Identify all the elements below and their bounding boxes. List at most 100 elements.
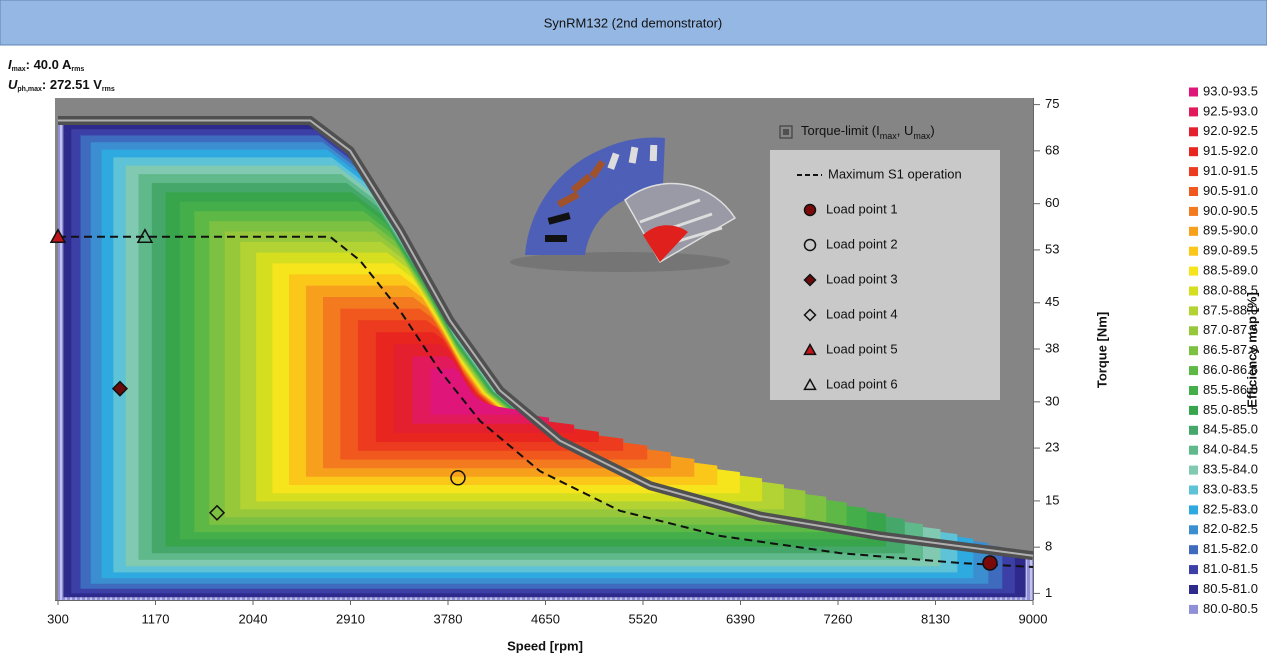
y-tick-label: 60 xyxy=(1045,195,1059,210)
x-axis-label: Speed [rpm] xyxy=(507,638,583,653)
x-tick-label: 7260 xyxy=(824,611,853,626)
colorbar-label: 88.0-88.5 xyxy=(1203,282,1258,297)
colorbar-label: 83.0-83.5 xyxy=(1203,481,1258,496)
colorbar-label: 91.0-91.5 xyxy=(1203,163,1258,178)
text-part: ph,max xyxy=(17,86,42,93)
colorbar-swatch xyxy=(1189,525,1198,535)
colorbar-swatch xyxy=(1189,366,1198,376)
legend-swatch xyxy=(803,342,817,356)
legend-swatch xyxy=(803,377,817,391)
y-tick-label: 23 xyxy=(1045,440,1059,455)
colorbar-swatch xyxy=(1189,286,1198,296)
colorbar-label: 82.5-83.0 xyxy=(1203,501,1258,516)
motor-illustration xyxy=(510,137,737,272)
y-tick-label: 8 xyxy=(1045,539,1052,554)
text-part: max xyxy=(880,131,898,141)
text-part: I xyxy=(8,57,12,72)
colorbar-label: 84.5-85.0 xyxy=(1203,422,1258,437)
colorbar-label: 85.0-85.5 xyxy=(1203,402,1258,417)
colorbar-swatch xyxy=(1189,147,1198,157)
colorbar-label: 89.0-89.5 xyxy=(1203,243,1258,258)
colorbar-label: Efficiency map [%] xyxy=(1244,292,1259,408)
legend-label: Load point 6 xyxy=(826,376,898,391)
colorbar-swatch xyxy=(1189,485,1198,495)
y-tick-label: 53 xyxy=(1045,241,1059,256)
colorbar-swatch xyxy=(1189,565,1198,575)
text-part: : 40.0 A xyxy=(26,57,72,72)
x-tick-label: 4650 xyxy=(531,611,560,626)
x-tick-label: 3780 xyxy=(434,611,463,626)
colorbar-label: 93.0-93.5 xyxy=(1203,83,1258,98)
colorbar-swatch xyxy=(1189,107,1198,117)
colorbar-label: 87.0-87.5 xyxy=(1203,322,1258,337)
x-tick-label: 1170 xyxy=(142,611,170,626)
text-part: : 272.51 V xyxy=(42,77,102,92)
text-part: max xyxy=(12,66,26,73)
colorbar-label: 81.0-81.5 xyxy=(1203,561,1258,576)
legend-swatch xyxy=(783,129,789,135)
load-point xyxy=(982,555,998,571)
x-tick-label: 2040 xyxy=(239,611,268,626)
colorbar-label: 92.5-93.0 xyxy=(1203,103,1258,118)
text-part: rms xyxy=(71,66,84,73)
colorbar-label: 90.0-90.5 xyxy=(1203,203,1258,218)
legend-label: Load point 3 xyxy=(826,271,898,286)
load-point xyxy=(450,470,466,486)
colorbar-label: 81.5-82.0 xyxy=(1203,541,1258,556)
legend-swatch xyxy=(803,238,817,252)
y-tick-label: 30 xyxy=(1045,393,1059,408)
colorbar-label: 80.0-80.5 xyxy=(1203,601,1258,616)
colorbar-label: 85.5-86.0 xyxy=(1203,382,1258,397)
colorbar-swatch xyxy=(1189,465,1198,475)
colorbar-swatch xyxy=(1189,386,1198,395)
legend: Torque-limit (Imax, Umax)Maximum S1 oper… xyxy=(779,123,962,391)
text-part: ) xyxy=(930,123,934,138)
x-axis-line xyxy=(55,600,1033,601)
colorbar-label: 83.5-84.0 xyxy=(1203,462,1258,477)
text-part: max xyxy=(913,131,931,141)
colorbar-swatch xyxy=(1189,187,1198,196)
limit-label: Imax: 40.0 Arms xyxy=(8,57,84,73)
colorbar-swatch xyxy=(1189,405,1198,415)
colorbar-label: 91.5-92.0 xyxy=(1203,143,1258,158)
text-part: , U xyxy=(897,123,914,138)
y-axis-label: Torque [Nm] xyxy=(1094,312,1109,388)
x-tick-label: 8130 xyxy=(921,611,950,626)
colorbar-label: 92.0-92.5 xyxy=(1203,123,1258,138)
text-part: U xyxy=(8,77,18,92)
legend-label: Load point 1 xyxy=(826,201,898,216)
colorbar-label: 86.0-86.5 xyxy=(1203,362,1258,377)
colorbar-label: 87.5-88.0 xyxy=(1203,302,1258,317)
load-point xyxy=(49,228,67,244)
colorbar-label: 88.5-89.0 xyxy=(1203,263,1258,278)
colorbar-label: 80.5-81.0 xyxy=(1203,581,1258,596)
header-title: SynRM132 (2nd demonstrator) xyxy=(544,15,722,30)
y-tick-label: 68 xyxy=(1045,142,1059,157)
text-part: rms xyxy=(102,86,115,93)
x-tick-label: 300 xyxy=(47,611,69,626)
colorbar-swatch xyxy=(1189,167,1198,177)
load-point xyxy=(136,228,154,244)
x-tick-label: 5520 xyxy=(629,611,658,626)
text-part: Torque-limit (I xyxy=(801,123,880,138)
y-tick-label: 1 xyxy=(1045,585,1052,600)
colorbar-swatch xyxy=(1189,326,1198,336)
colorbar-swatch xyxy=(1189,545,1198,555)
x-tick-label: 6390 xyxy=(726,611,755,626)
legend-label: Load point 5 xyxy=(826,341,898,356)
load-point xyxy=(208,504,226,521)
legend-label: Load point 4 xyxy=(826,306,898,321)
efficiency-band xyxy=(430,368,524,415)
colorbar-swatch xyxy=(1189,226,1198,236)
efficiency-bands xyxy=(58,120,1033,600)
colorbar-swatch xyxy=(1189,206,1198,216)
series-line xyxy=(58,235,1034,568)
colorbar-swatch xyxy=(1189,585,1198,594)
colorbar-swatch xyxy=(1189,246,1198,256)
y-tick-label: 15 xyxy=(1045,492,1059,507)
colorbar-swatch xyxy=(1189,505,1198,515)
y-tick-label: 45 xyxy=(1045,294,1059,309)
colorbar-label: 82.0-82.5 xyxy=(1203,521,1258,536)
colorbar-swatch xyxy=(1189,604,1198,614)
